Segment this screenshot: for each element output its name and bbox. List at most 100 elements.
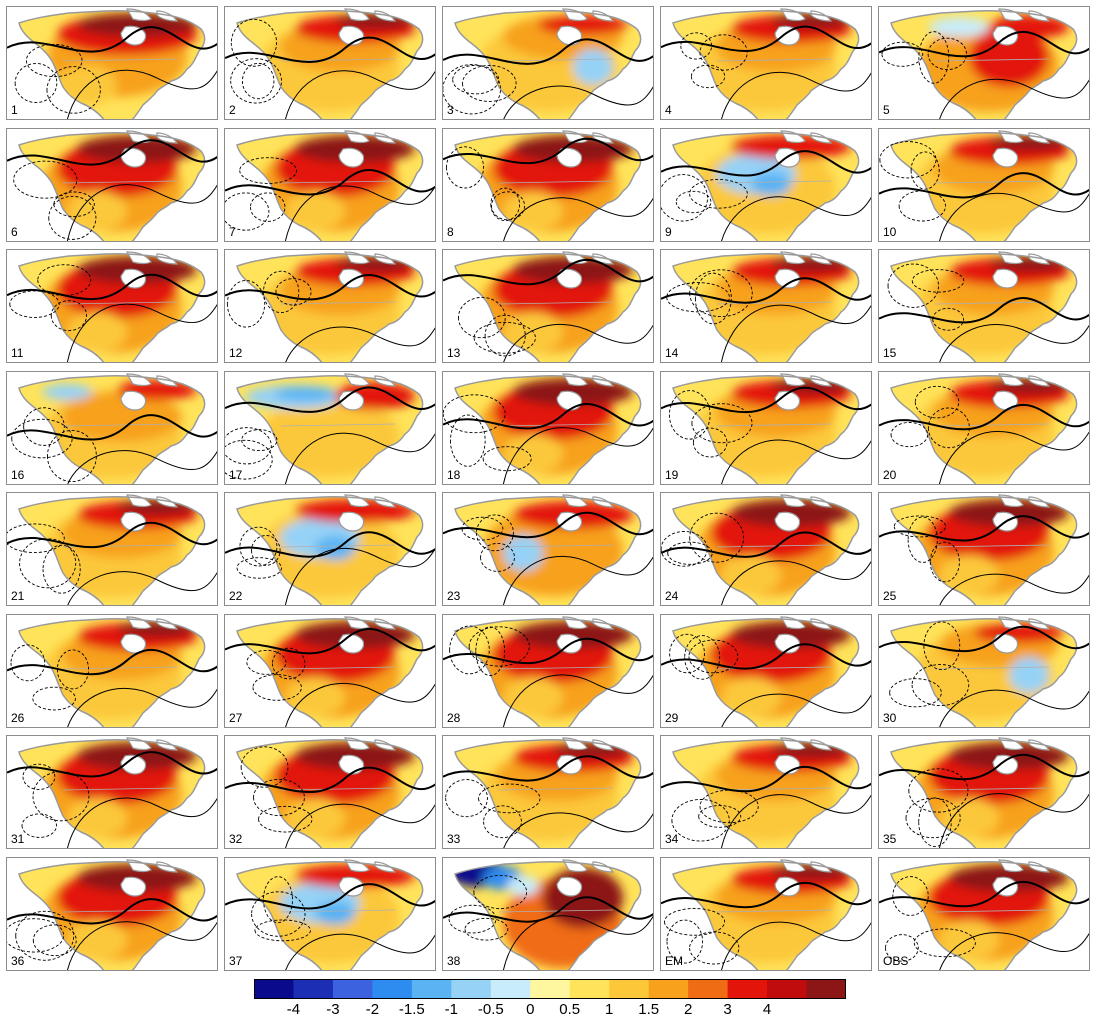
positive-contour — [285, 432, 435, 484]
negative-contour — [691, 402, 753, 443]
anomaly-map — [225, 372, 435, 484]
country-border — [498, 301, 614, 305]
map-panel: 35 — [878, 735, 1090, 849]
coastline — [236, 253, 424, 362]
anomaly-map — [225, 858, 435, 970]
negative-contour — [230, 19, 278, 67]
negative-contour — [253, 778, 305, 817]
bay-and-islands — [338, 129, 397, 168]
land-anomaly-fill — [891, 861, 1077, 970]
anomaly-map — [443, 8, 653, 119]
anomaly-map — [661, 615, 871, 727]
panel-label: 29 — [665, 710, 679, 725]
country-border — [716, 909, 832, 912]
negative-contour — [667, 541, 713, 565]
positive-contour — [443, 511, 653, 539]
negative-contour — [480, 542, 515, 572]
anomaly-map — [443, 615, 653, 727]
anomaly-map — [225, 737, 435, 848]
country-border — [934, 301, 1050, 305]
land-anomaly-fill — [673, 132, 859, 241]
anomaly-map — [661, 737, 871, 848]
coastline — [18, 131, 206, 241]
anomaly-map — [661, 8, 871, 119]
country-border — [62, 180, 178, 183]
colorbar-segment — [688, 979, 729, 999]
negative-contour — [698, 805, 742, 828]
map-panel: 21 — [6, 492, 218, 606]
colorbar-tick-label: 2 — [683, 1001, 693, 1018]
land-anomaly-fill — [673, 861, 859, 970]
positive-contour — [285, 184, 435, 241]
negative-contour — [246, 649, 287, 675]
land-anomaly-fill — [455, 739, 641, 848]
land-anomaly-fill — [19, 618, 205, 727]
positive-contour — [721, 71, 871, 119]
land-anomaly-fill — [891, 10, 1077, 119]
positive-contour — [443, 38, 653, 65]
country-border — [498, 423, 614, 426]
panel-label: 17 — [229, 467, 243, 482]
colorbar-segment — [332, 979, 373, 999]
colorbar-tick-label: -3 — [326, 1001, 340, 1018]
positive-contour — [67, 920, 217, 970]
land-anomaly-fill — [19, 739, 205, 848]
map-panel: 15 — [878, 249, 1090, 363]
panel-label: 28 — [447, 710, 461, 725]
colorbar-tick-label: 1.5 — [638, 1001, 660, 1018]
positive-contour — [503, 196, 653, 241]
negative-contour — [14, 63, 58, 104]
positive-contour — [939, 192, 1089, 241]
negative-contour — [236, 557, 282, 579]
coastline — [454, 10, 642, 119]
coastline — [236, 617, 424, 727]
bay-and-islands — [556, 372, 615, 411]
panel-label: OBS — [883, 953, 909, 968]
negative-contour — [458, 296, 506, 339]
country-border — [934, 787, 1050, 791]
positive-contour — [225, 168, 435, 195]
positive-contour — [661, 149, 871, 177]
bay-and-islands — [338, 615, 397, 654]
negative-contour — [491, 190, 526, 220]
negative-contour — [675, 190, 712, 213]
coastline — [890, 617, 1078, 727]
negative-contour — [226, 280, 266, 328]
panel-label: 32 — [229, 832, 243, 846]
coastline — [672, 739, 860, 848]
positive-contour — [721, 560, 871, 605]
bay-and-islands — [774, 494, 833, 532]
coastline — [672, 617, 860, 727]
colorbar-segment — [569, 979, 610, 999]
positive-contour — [879, 297, 1089, 324]
coastline — [890, 860, 1078, 970]
positive-contour — [503, 85, 653, 119]
positive-contour — [721, 794, 871, 848]
negative-contour — [240, 746, 289, 788]
colorbar-segment — [648, 979, 689, 999]
country-border — [498, 58, 614, 62]
colorbar-segment — [411, 979, 452, 999]
colorbar-tick-label: -0.5 — [477, 1001, 504, 1018]
map-panel: 11 — [6, 249, 218, 363]
negative-contour — [689, 512, 745, 563]
coastline — [18, 860, 206, 970]
panel-label: 34 — [665, 832, 679, 846]
map-panel: 3 — [442, 6, 654, 120]
negative-contour — [671, 799, 730, 842]
coastline — [236, 10, 424, 119]
colorbar-tick-label: 0 — [526, 1001, 535, 1018]
negative-contour — [692, 427, 728, 457]
negative-contour — [19, 538, 77, 589]
bay-and-islands — [338, 858, 397, 897]
positive-contour — [285, 803, 435, 848]
colorbar-segment — [530, 979, 571, 999]
panel-label: 31 — [11, 832, 25, 846]
colorbar-segment — [254, 979, 294, 999]
negative-contour — [905, 797, 961, 839]
bay-and-islands — [774, 251, 833, 289]
land-anomaly-fill — [891, 132, 1077, 241]
positive-contour — [67, 797, 217, 848]
land-anomaly-fill — [455, 253, 641, 362]
positive-contour — [879, 515, 1089, 542]
